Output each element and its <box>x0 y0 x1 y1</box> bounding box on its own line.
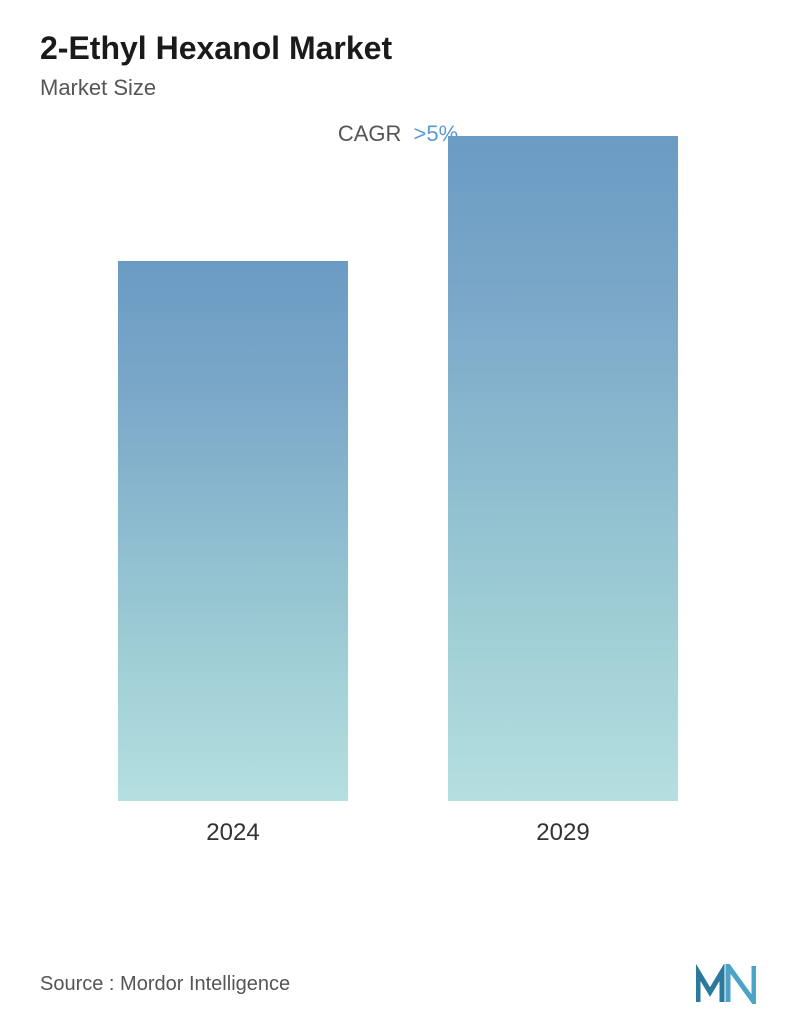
bar-2029 <box>448 136 678 801</box>
bar-wrapper: 2029 <box>448 136 678 847</box>
bar-chart: 2024 2029 <box>40 177 756 847</box>
chart-title: 2-Ethyl Hexanol Market <box>40 30 756 67</box>
footer: Source : Mordor Intelligence <box>40 964 756 1004</box>
bar-2024 <box>118 261 348 801</box>
cagr-label: CAGR <box>338 121 402 146</box>
bar-label: 2024 <box>206 819 259 847</box>
source-text: Source : Mordor Intelligence <box>40 973 290 996</box>
mordor-logo-icon <box>696 964 756 1004</box>
bar-label: 2029 <box>536 819 589 847</box>
chart-subtitle: Market Size <box>40 75 756 101</box>
bar-wrapper: 2024 <box>118 261 348 847</box>
